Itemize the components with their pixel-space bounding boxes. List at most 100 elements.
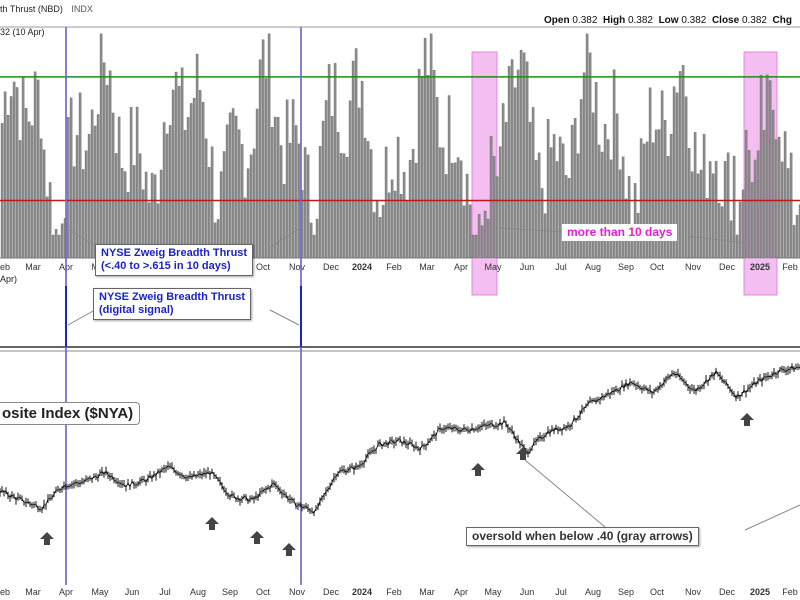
thrust-bar xyxy=(222,151,226,259)
thrust-bar xyxy=(9,96,13,259)
thrust-bar xyxy=(768,80,772,259)
thrust-bar xyxy=(771,109,775,259)
thrust-bar xyxy=(534,160,538,259)
thrust-bar xyxy=(720,206,724,259)
thrust-bar xyxy=(546,119,550,259)
thrust-bar xyxy=(618,169,622,259)
digital-pointer-left xyxy=(67,309,96,326)
month-label-bottom: Sep xyxy=(618,587,634,597)
thrust-bar xyxy=(183,130,187,259)
month-label-top: Apr xyxy=(454,262,468,272)
thrust-bar xyxy=(498,146,502,259)
month-label-bottom: Jul xyxy=(159,587,171,597)
thrust-bar xyxy=(744,130,748,259)
thrust-bar xyxy=(345,157,349,259)
thrust-bar xyxy=(111,112,115,259)
thrust-bar xyxy=(282,184,286,259)
chart-title-text: th Thrust (NBD) xyxy=(0,4,63,14)
thrust-bar xyxy=(108,70,112,259)
thrust-bar xyxy=(789,152,793,259)
thrust-pointer-right xyxy=(269,227,301,249)
thrust-bar xyxy=(90,109,94,259)
thrust-bar xyxy=(606,139,610,259)
thrust-bar xyxy=(366,141,370,259)
thrust-bar xyxy=(390,179,394,259)
thrust-bar xyxy=(357,107,361,259)
thrust-bar xyxy=(405,200,409,259)
month-label-top: Mar xyxy=(419,262,435,272)
thrust-bar xyxy=(69,97,73,259)
thrust-bar xyxy=(465,173,469,259)
thrust-bar xyxy=(117,116,121,259)
oversold-arrow-icon xyxy=(516,447,530,460)
thrust-bar xyxy=(519,49,523,259)
thrust-bar xyxy=(726,152,730,259)
thrust-bar xyxy=(792,225,796,259)
thrust-bar xyxy=(492,156,496,259)
thrust-bar xyxy=(285,99,289,259)
thrust-bar xyxy=(438,147,442,259)
thrust-bar xyxy=(669,133,673,259)
thrust-bar xyxy=(591,112,595,259)
ten-days-pointer-left xyxy=(499,227,563,233)
thrust-bar xyxy=(231,108,235,259)
oversold-text: oversold when below .40 (gray arrows) xyxy=(472,529,693,543)
thrust-bar xyxy=(201,102,205,259)
thrust-bar xyxy=(54,229,58,259)
month-label-bottom: Nov xyxy=(685,587,702,597)
thrust-bar xyxy=(477,214,481,259)
thrust-bar xyxy=(564,175,568,259)
thrust-bar xyxy=(570,124,574,259)
thrust-bar xyxy=(411,149,415,259)
thrust-bar xyxy=(543,213,547,259)
thrust-bar xyxy=(186,117,190,259)
thrust-bar xyxy=(261,39,265,259)
thrust-bar xyxy=(495,176,499,259)
thrust-bar xyxy=(762,130,766,259)
thrust-bar xyxy=(750,182,754,259)
thrust-bar xyxy=(105,85,109,259)
thrust-bar xyxy=(666,156,670,259)
thrust-bar xyxy=(114,153,118,259)
thrust-bar xyxy=(597,144,601,259)
thrust-bar xyxy=(408,159,412,259)
thrust-bar xyxy=(267,33,271,259)
month-label-bottom: Dec xyxy=(323,587,340,597)
thrust-bar xyxy=(672,86,676,259)
month-label-top: Nov xyxy=(685,262,702,272)
month-label-bottom: 2025 xyxy=(750,587,770,597)
low-value: 0.382 xyxy=(681,15,707,26)
thrust-bar xyxy=(99,33,103,259)
zweig-thrust-callout: NYSE Zweig Breadth Thrust (<.40 to >.615… xyxy=(95,244,254,276)
thrust-bar xyxy=(402,172,406,259)
thrust-bar xyxy=(558,136,562,259)
thrust-bar xyxy=(690,171,694,259)
thrust-bar xyxy=(552,134,556,259)
thrust-bar xyxy=(57,234,61,259)
month-label-bottom: Oct xyxy=(650,587,665,597)
thrust-bar xyxy=(36,79,40,259)
month-label-top: May xyxy=(484,262,502,272)
thrust-bar xyxy=(342,153,346,259)
thrust-bar xyxy=(264,78,268,259)
thrust-bar xyxy=(336,132,340,259)
month-label-top: Dec xyxy=(719,262,736,272)
thrust-bar xyxy=(177,86,181,259)
thrust-bar xyxy=(195,53,199,259)
thrust-bar xyxy=(627,176,631,259)
thrust-bar xyxy=(81,169,85,259)
thrust-bar xyxy=(399,194,403,259)
thrust-bar xyxy=(684,96,688,259)
thrust-bar xyxy=(756,150,760,259)
thrust-bar xyxy=(783,131,787,259)
thrust-bar xyxy=(273,116,277,259)
thrust-bar xyxy=(786,168,790,259)
thrust-bar xyxy=(24,108,28,259)
thrust-bar xyxy=(747,150,751,259)
month-label-top: 2024 xyxy=(352,262,372,272)
thrust-bar xyxy=(309,222,313,259)
thrust-bar xyxy=(192,97,196,259)
thrust-bar xyxy=(258,59,262,259)
zweig-thrust-text: NYSE Zweig Breadth Thrust (<.40 to >.615… xyxy=(101,247,248,272)
thrust-bar xyxy=(435,97,439,259)
